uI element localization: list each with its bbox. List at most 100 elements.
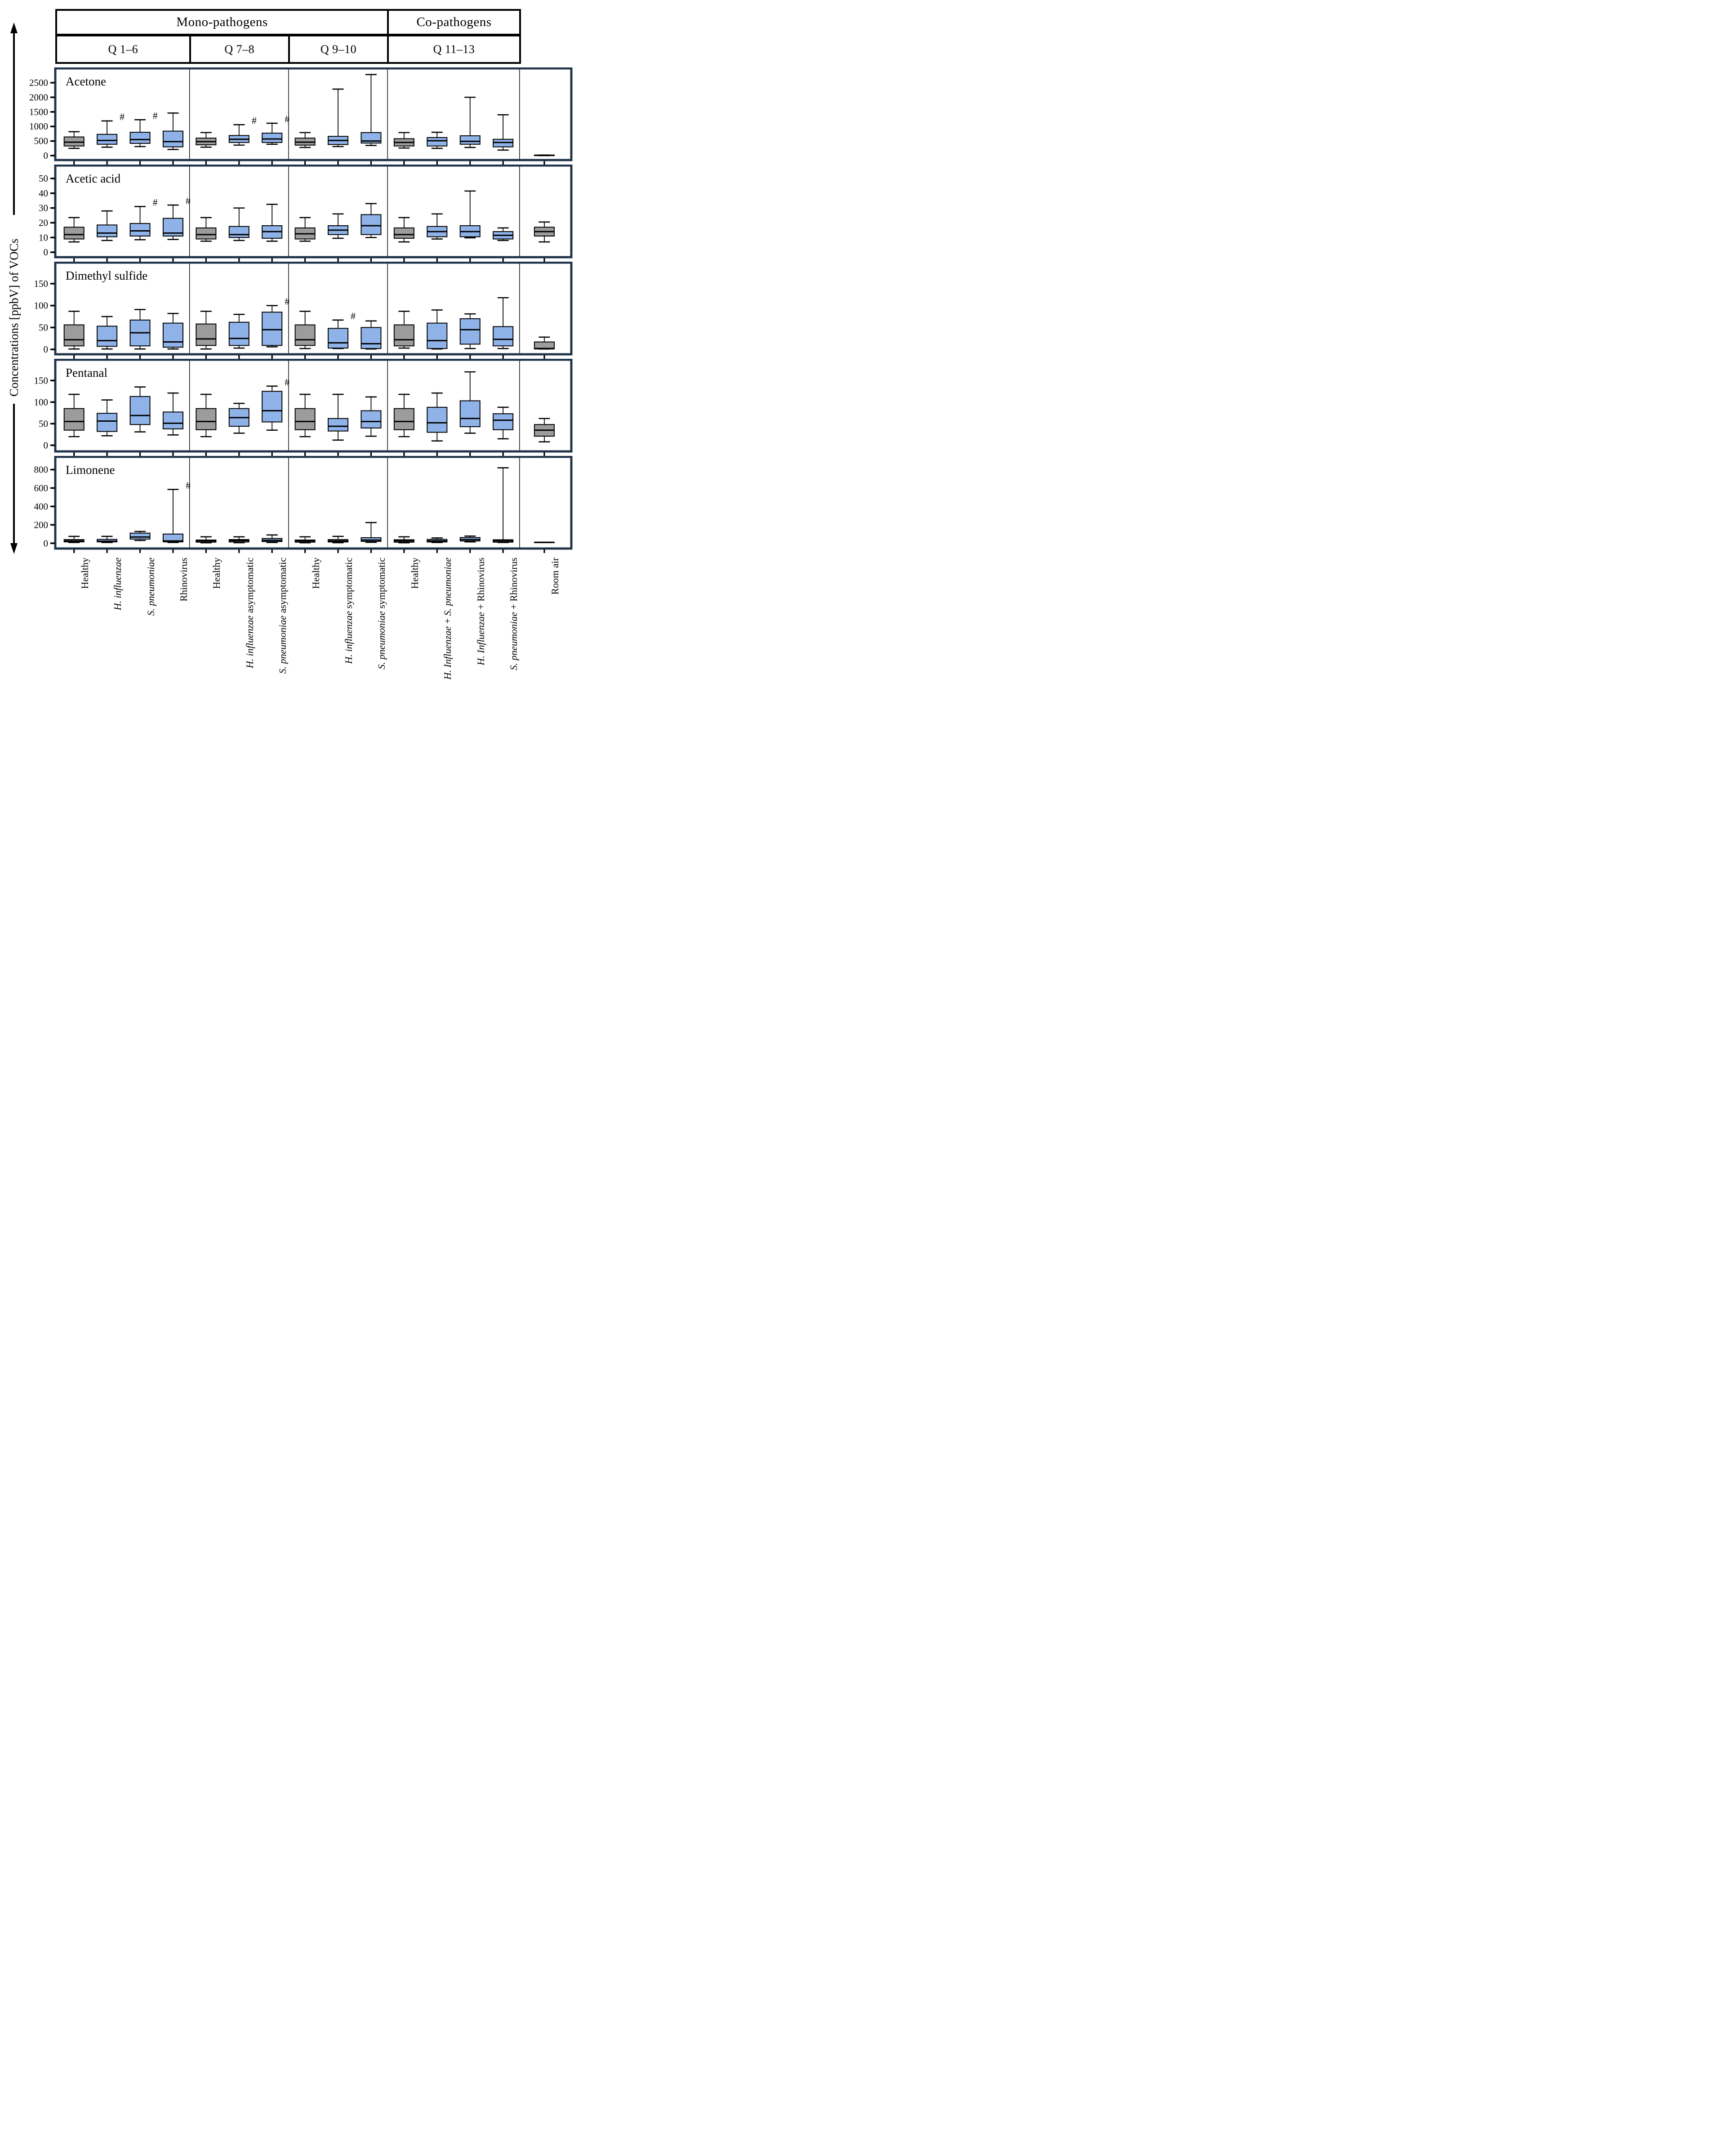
y-axis-rail: Concentrations [ppbV] of VOCs: [7, 22, 21, 554]
x-tick: [502, 258, 504, 262]
hash-annotation: #: [285, 296, 289, 307]
x-tick: [543, 161, 545, 165]
x-axis-label: Healthy: [310, 558, 321, 589]
x-tick: [543, 549, 545, 553]
panel-frame: [54, 165, 573, 259]
panel-title: Acetic acid: [66, 172, 121, 185]
box-plot: [393, 536, 414, 544]
x-tick: [106, 161, 108, 165]
box-plot: [262, 534, 283, 543]
x-tick: [73, 258, 75, 262]
species-name: S. pneumoniae: [508, 612, 520, 670]
x-tick: [403, 549, 405, 553]
y-tick: [50, 82, 55, 84]
x-tick: [543, 452, 545, 456]
y-tick-label: 500: [34, 136, 49, 147]
label-text: Rhinovirus: [475, 558, 486, 602]
box-plot: #: [262, 113, 289, 145]
label-text: Healthy: [310, 558, 321, 589]
box-plot: [534, 221, 555, 243]
species-name: H. Influenzae: [475, 612, 486, 665]
x-tick: [271, 355, 273, 359]
y-tick-label: 150: [34, 375, 49, 386]
x-tick: [172, 549, 174, 553]
box-plot: [63, 131, 85, 149]
y-tick: [50, 304, 55, 307]
label-text: Rhinovirus: [178, 558, 189, 602]
header-group-row: Mono-pathogens Co-pathogens: [57, 11, 519, 36]
panel-row-pentanal: 0 50 100 150 Pentanal #: [34, 359, 573, 456]
box-plot: [262, 204, 283, 242]
panel-row-acetone: 0 500 1000 1500 2000 2500 Acetone # # # #: [29, 67, 573, 165]
x-tick: [337, 355, 339, 359]
box-plot: [328, 88, 349, 147]
y-tick-label: 2000: [29, 92, 48, 103]
x-tick: [502, 452, 504, 456]
x-tick: [337, 161, 339, 165]
box-plot: [328, 393, 349, 441]
x-axis-label: Healthy: [409, 558, 420, 589]
x-tick: [403, 355, 405, 359]
panel-rows: 0 500 1000 1500 2000 2500 Acetone # # # #0 10 20 30 40…: [0, 67, 575, 553]
arrow-down-icon: [10, 543, 18, 554]
x-tick: [403, 258, 405, 262]
x-axis-label: S. pneumoniae: [145, 558, 156, 616]
y-tick: [50, 155, 55, 156]
y-tick: [50, 207, 55, 209]
x-tick: [370, 355, 372, 359]
box-plot: [534, 541, 555, 544]
y-tick: [50, 423, 55, 425]
box-plot: [534, 418, 555, 442]
y-tick-label: 100: [34, 300, 49, 311]
x-tick: [106, 258, 108, 262]
x-tick: [304, 452, 306, 456]
x-axis-label: H. influenzae: [112, 558, 123, 610]
y-tick-label: 20: [39, 217, 48, 228]
y-tick-label: 10: [39, 232, 48, 243]
label-text: asymptomatic: [244, 558, 255, 616]
box-plot: [493, 467, 514, 543]
x-axis-label: S. pneumoniae + Rhinovirus: [508, 558, 519, 670]
x-tick: [304, 355, 306, 359]
y-tick: [50, 401, 55, 403]
box-plot: [162, 312, 183, 350]
box-plot: [228, 536, 249, 544]
y-tick: [50, 96, 55, 98]
panel-title: Dimethyl sulfide: [66, 269, 147, 282]
label-text: symptomatic: [376, 558, 387, 611]
y-tick: [50, 140, 55, 142]
box-plot: [427, 131, 448, 149]
x-tick: [469, 161, 471, 165]
x-tick: [73, 452, 75, 456]
box-plot: [328, 213, 349, 239]
y-tick: [50, 326, 55, 329]
box-plot: [63, 535, 85, 543]
x-tick: [370, 161, 372, 165]
x-tick: [139, 452, 141, 456]
x-tick: [106, 549, 108, 553]
x-axis-labels: Healthy H. influenzae S. pneumoniae Rhinovi…: [0, 554, 575, 707]
x-tick: [238, 549, 240, 553]
voc-boxplot-figure: Concentrations [ppbV] of VOCs Mono-patho…: [0, 0, 575, 708]
x-tick: [139, 355, 141, 359]
hash-annotation: #: [153, 196, 158, 208]
y-tick: [50, 192, 55, 194]
box-plot: [294, 217, 316, 242]
y-tick: [50, 125, 55, 128]
box-plot: #: [97, 111, 125, 148]
x-tick: [73, 355, 75, 359]
box-plot: [361, 74, 382, 146]
box-plot: [196, 393, 217, 437]
header-section-q1-6: Q 1–6: [108, 42, 138, 56]
box-plot: [196, 132, 217, 148]
header-section-q7-8: Q 7–8: [189, 36, 288, 62]
hash-annotation: #: [153, 110, 158, 121]
x-tick: [205, 355, 207, 359]
x-axis-label: S. pneumoniae symptomatic: [376, 558, 387, 669]
header-section-q9-10: Q 9–10: [288, 36, 387, 62]
box-plot: [427, 392, 448, 442]
y-tick-label: 100: [34, 397, 49, 407]
box-plot: [534, 154, 555, 156]
x-tick: [139, 549, 141, 553]
hash-annotation: #: [252, 115, 257, 126]
